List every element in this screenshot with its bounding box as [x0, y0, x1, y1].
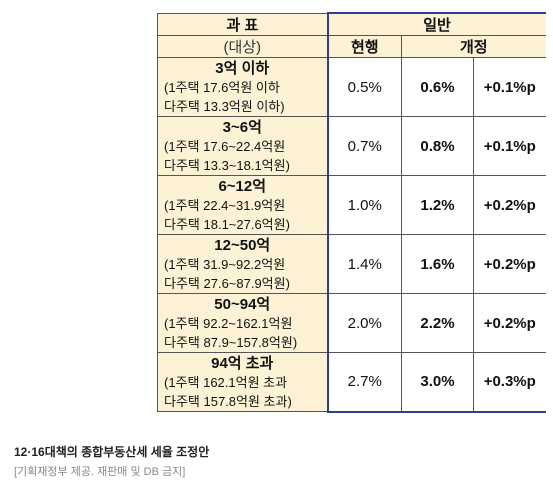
revised-rate: 1.6%: [401, 234, 474, 294]
bracket-title: 6~12억: [218, 177, 267, 195]
bracket-single-home: (1주택 162.1억원 초과: [164, 374, 288, 390]
current-rate: 2.0%: [326, 293, 402, 353]
bracket-title: 94억 초과: [211, 354, 274, 372]
rate-change: +0.1%p: [473, 116, 546, 176]
current-rate: 1.0%: [326, 175, 402, 235]
bracket-multi-home: 다주택 13.3억원 이하): [164, 98, 285, 114]
bracket-title: 50~94억: [214, 295, 271, 313]
bracket-single-home: (1주택 31.9~92.2억원: [164, 256, 286, 272]
rate-change: +0.2%p: [473, 175, 546, 235]
rate-change: +0.3%p: [473, 352, 546, 413]
bracket-single-home: (1주택 17.6억원 이하: [164, 79, 280, 95]
header-bracket-sub: (대상): [157, 35, 328, 58]
header-revised: 개정: [401, 35, 546, 58]
header-bracket-title: 과 표: [157, 12, 328, 36]
current-rate: 2.7%: [326, 352, 402, 413]
bracket-multi-home: 다주택 18.1~27.6억원): [164, 216, 290, 232]
revised-rate: 2.2%: [401, 293, 474, 353]
bracket-single-home: (1주택 17.6~22.4억원: [164, 138, 286, 154]
bracket-multi-home: 다주택 27.6~87.9억원): [164, 275, 290, 291]
rate-change: +0.2%p: [473, 293, 546, 353]
revised-rate: 3.0%: [401, 352, 474, 413]
revised-rate: 0.6%: [401, 57, 474, 117]
bracket-multi-home: 다주택 13.3~18.1억원): [164, 157, 290, 173]
bracket-multi-home: 다주택 157.8억원 초과): [164, 393, 292, 409]
revised-rate: 1.2%: [401, 175, 474, 235]
header-general: 일반: [326, 12, 546, 36]
figure-caption: 12·16대책의 종합부동산세 세율 조정안: [14, 445, 210, 459]
bracket-title: 3~6억: [222, 118, 262, 136]
bracket-single-home: (1주택 92.2~162.1억원: [164, 315, 293, 331]
rate-change: +0.2%p: [473, 234, 546, 294]
current-rate: 1.4%: [326, 234, 402, 294]
source-credit: [기획재정부 제공. 재판매 및 DB 금지]: [14, 466, 186, 478]
bracket-single-home: (1주택 22.4~31.9억원: [164, 197, 286, 213]
bracket-title: 12~50억: [214, 236, 271, 254]
revised-rate: 0.8%: [401, 116, 474, 176]
rate-change: +0.1%p: [473, 57, 546, 117]
current-rate: 0.7%: [326, 116, 402, 176]
bracket-multi-home: 다주택 87.9~157.8억원): [164, 334, 298, 350]
bracket-title: 3억 이하: [215, 59, 270, 77]
current-rate: 0.5%: [326, 57, 402, 117]
header-current: 현행: [326, 35, 402, 58]
